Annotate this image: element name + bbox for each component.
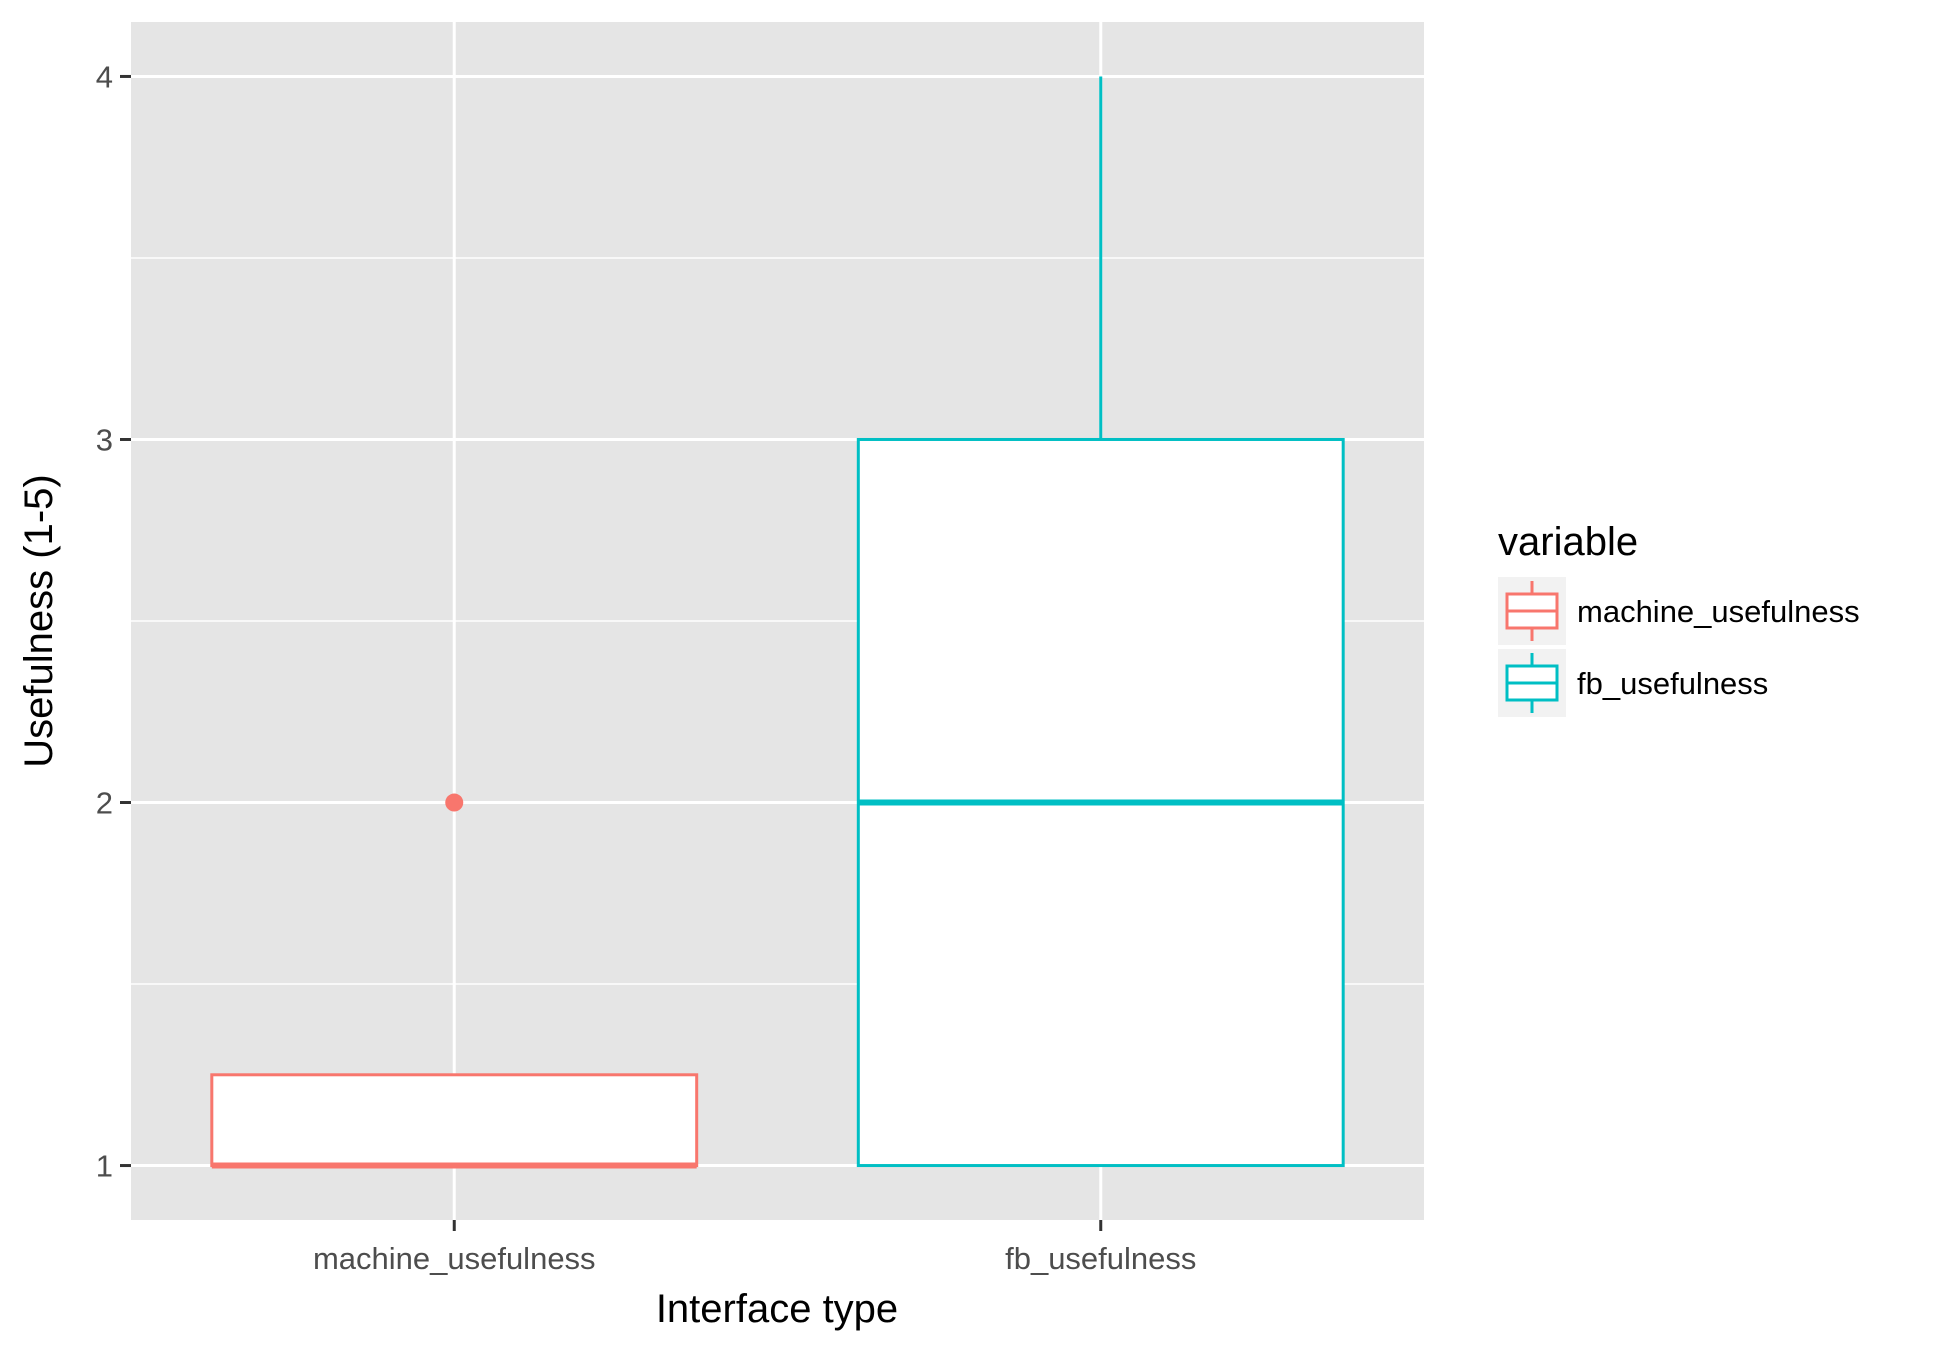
x-tick-label: fb_usefulness [1005,1241,1196,1276]
legend-item-label: machine_usefulness [1577,594,1860,629]
y-tick-label: 2 [96,786,113,821]
box-body [210,1073,699,1168]
legend-title: variable [1498,520,1638,564]
legend-items: machine_usefulness fb_usefulness [1498,577,1860,717]
y-tick-label: 1 [96,1149,113,1184]
y-axis: 1 2 3 4 [96,59,131,1184]
x-axis-title: Interface type [656,1287,898,1331]
boxes [210,76,1345,1169]
x-axis: machine_usefulness fb_usefulness [313,1220,1196,1276]
outlier-point [445,793,464,812]
legend-item-label: fb_usefulness [1577,666,1768,701]
x-tick-label: machine_usefulness [313,1241,596,1276]
y-axis-title: Usefulness (1-5) [17,474,61,767]
legend-item-machine_usefulness: machine_usefulness [1498,577,1860,645]
legend: variable machine_usefulness fb_usefulness [1498,520,1860,717]
box-fb_usefulness [856,76,1345,1168]
box-machine_usefulness [210,793,699,1169]
legend-item-fb_usefulness: fb_usefulness [1498,649,1768,717]
y-tick-label: 3 [96,422,113,457]
y-tick-label: 4 [96,59,113,94]
